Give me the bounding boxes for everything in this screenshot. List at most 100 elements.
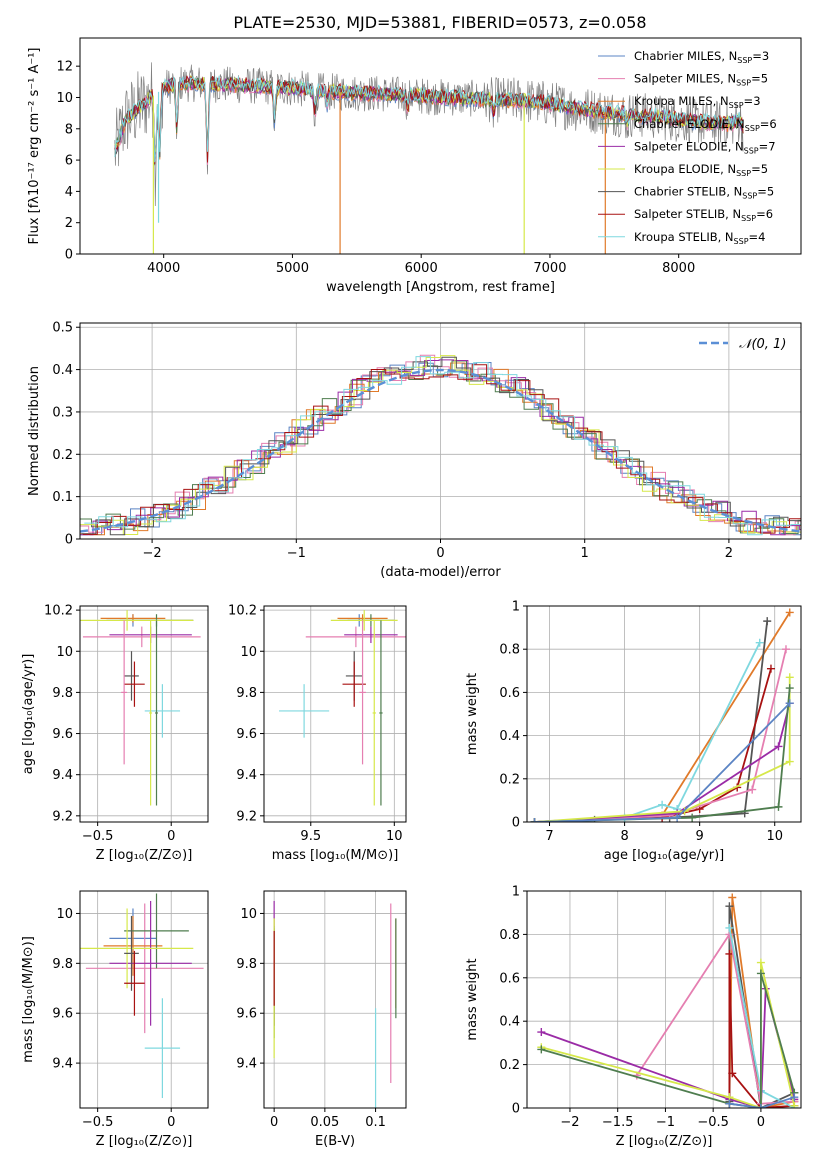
normal-reference-curve <box>80 368 801 533</box>
y-tick-label: 2 <box>65 216 73 231</box>
y-tick-label: 8 <box>65 122 73 137</box>
legend-model-name: Salpeter ELODIE <box>634 139 728 153</box>
weight-line-1 <box>729 1096 795 1108</box>
y-tick-label: 0.4 <box>499 1015 520 1030</box>
weight-point <box>785 608 794 617</box>
x-axis-label: Z [log₁₀(Z/Z⊙)] <box>96 1134 193 1149</box>
weight-point <box>537 1045 546 1054</box>
weight-point <box>725 902 734 911</box>
weight-point <box>763 617 772 626</box>
y-tick-label: 9.8 <box>52 686 73 701</box>
weight-line-6 <box>534 677 791 822</box>
legend-nssp-value: 4 <box>758 230 765 244</box>
plot-area <box>80 610 201 806</box>
x-tick-label: 5000 <box>276 261 309 276</box>
legend-model-name: Chabrier MILES <box>634 49 721 63</box>
x-tick-label: 6000 <box>405 261 438 276</box>
x-tick-label: 0 <box>270 1115 278 1130</box>
weight-point <box>725 923 734 932</box>
histogram-5 <box>80 359 801 536</box>
weight-point <box>673 813 682 822</box>
legend-nssp-eq: = <box>760 117 770 131</box>
x-tick-label: −2 <box>143 546 162 561</box>
legend-model-name: Kroupa MILES <box>634 94 713 108</box>
plot-area <box>530 608 794 822</box>
legend-nssp-prefix: , N <box>729 117 745 131</box>
y-tick-label: 9.4 <box>236 768 257 783</box>
legend-entry: Kroupa MILES, NSSP=3 <box>634 94 761 110</box>
weight-point <box>728 893 737 902</box>
histogram-9 <box>84 356 801 536</box>
y-tick-label: 10 <box>240 907 257 922</box>
x-tick-label: 0.05 <box>310 1115 339 1130</box>
y-tick-label: 6 <box>65 154 73 169</box>
x-tick-label: 7000 <box>533 261 566 276</box>
x-axis-label: mass [log₁₀(M/M⊙)] <box>272 848 399 863</box>
plot-area <box>114 62 744 254</box>
x-tick-label: −0.5 <box>82 829 114 844</box>
weight-point <box>530 818 539 822</box>
x-tick-label: −1.5 <box>602 1115 634 1130</box>
legend-model-name: Kroupa STELIB <box>634 230 718 244</box>
axes-frame <box>263 605 407 823</box>
legend-nssp-sub: SSP <box>729 101 744 110</box>
x-tick-label: 10 <box>386 829 403 844</box>
y-tick-label: 0.2 <box>52 448 73 463</box>
legend-nssp-value: 5 <box>761 72 768 86</box>
y-tick-label: 0.8 <box>499 643 520 658</box>
legend-model-name: Chabrier STELIB <box>634 185 726 199</box>
axes-frame <box>526 605 802 823</box>
legend-nssp-prefix: , N <box>720 162 736 176</box>
reference-legend-label: 𝒩(0, 1) <box>739 337 786 352</box>
weight-point <box>748 785 757 794</box>
plot-area <box>273 900 397 1108</box>
legend-nssp-eq: = <box>744 94 754 108</box>
legend-nssp-value: 7 <box>768 139 775 153</box>
x-tick-label: 1 <box>581 546 589 561</box>
weight-point <box>725 949 734 958</box>
y-tick-label: 0.2 <box>499 1058 520 1073</box>
x-tick-label: 9.5 <box>300 829 321 844</box>
axes-frame <box>79 605 209 823</box>
y-tick-label: 9.4 <box>52 1057 73 1072</box>
legend-entry: Salpeter MILES, NSSP=5 <box>634 72 768 88</box>
legend-nssp-prefix: , N <box>713 94 729 108</box>
weight-point <box>785 684 794 693</box>
y-tick-label: 9.6 <box>52 727 73 742</box>
y-axis-label: Normed distribution <box>27 366 42 496</box>
legend-nssp-eq: = <box>751 72 761 86</box>
model-spectrum-9 <box>114 75 744 163</box>
y-tick-label: 9.4 <box>52 768 73 783</box>
weight-point <box>688 813 697 822</box>
histogram-3 <box>80 362 801 536</box>
y-tick-label: 9.2 <box>236 809 257 824</box>
mass-weight-vs-age-panel: 7 8 9 10 0 0.2 0.4 0.6 0.8 1 age [log₁₀(age/yr)] ma… <box>465 600 802 863</box>
weight-point <box>774 802 783 811</box>
histogram-6 <box>80 355 801 535</box>
legend-entry: Kroupa STELIB, NSSP=4 <box>634 230 766 246</box>
legend-nssp-eq: = <box>759 139 769 153</box>
legend-entry: Chabrier STELIB, NSSP=5 <box>634 185 774 201</box>
legend-nssp-prefix: , N <box>721 49 737 63</box>
legend-nssp-sub: SSP <box>736 169 751 178</box>
axes-frame <box>263 890 407 1109</box>
x-tick-label: −1 <box>287 546 306 561</box>
y-tick-label: 10.2 <box>228 604 257 619</box>
legend-nssp-sub: SSP <box>741 214 756 223</box>
x-tick-label: 0.1 <box>365 1115 386 1130</box>
age-vs-mass-panel: 9.5 10 9.2 9.4 9.6 9.8 10 10.2 mass [log₁₀(M/M⊙)… <box>228 604 407 863</box>
y-tick-label: 0.1 <box>52 490 73 505</box>
weight-point <box>756 958 765 967</box>
y-tick-label: 9.8 <box>52 957 73 972</box>
axes-frame <box>526 890 802 1109</box>
y-axis-label: Flux [fλ10⁻¹⁷ erg cm⁻² s⁻¹ A⁻¹] <box>27 48 42 245</box>
legend-nssp-value: 5 <box>767 185 774 199</box>
x-axis-label: E(B-V) <box>315 1134 355 1149</box>
weight-point <box>725 1099 734 1108</box>
weight-point <box>756 1104 765 1108</box>
x-axis-label: Z [log₁₀(Z/Z⊙)] <box>96 848 193 863</box>
weight-point <box>755 638 764 647</box>
legend-entry: Chabrier ELODIE, NSSP=6 <box>634 117 777 133</box>
